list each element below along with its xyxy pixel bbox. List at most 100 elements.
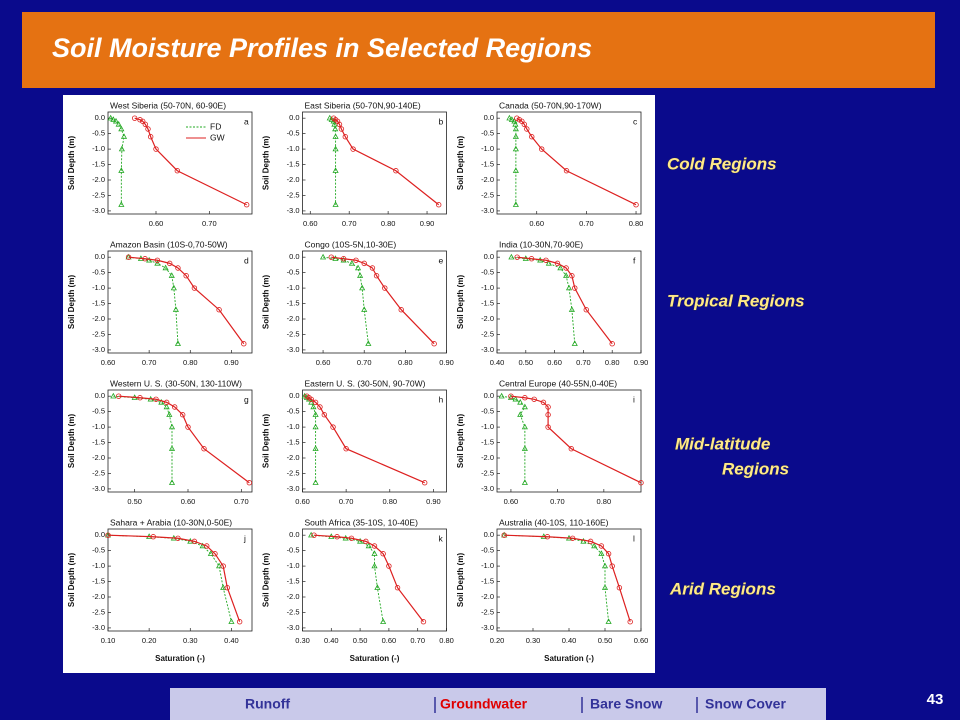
y-axis-label: Soil Depth (m)	[67, 414, 76, 469]
marker	[521, 479, 528, 485]
x-tick-label: 0.80	[398, 358, 413, 367]
y-tick-label: -1.0	[287, 422, 300, 431]
marker	[312, 445, 319, 451]
y-tick-label: -3.0	[92, 345, 105, 354]
y-tick-label: -1.0	[287, 283, 300, 292]
marker	[336, 121, 343, 128]
y-tick-label: -0.5	[92, 268, 105, 277]
y-tick-label: -0.5	[481, 407, 494, 416]
marker	[168, 423, 176, 430]
marker	[380, 551, 386, 557]
marker	[179, 412, 186, 418]
marker	[565, 284, 573, 291]
y-tick-label: -1.0	[481, 422, 494, 431]
y-tick-label: -2.5	[92, 468, 105, 477]
y-tick-label: -2.0	[287, 453, 300, 462]
plot-frame	[107, 250, 253, 354]
panel-title: Australia (40-10S, 110-160E)	[499, 517, 609, 527]
marker	[174, 168, 181, 174]
panel-letter: c	[633, 116, 638, 126]
y-tick-label: 0.0	[484, 530, 494, 539]
marker	[125, 254, 132, 260]
y-tick-label: -3.0	[481, 484, 494, 493]
marker	[334, 534, 340, 540]
marker	[204, 543, 210, 549]
y-tick-label: -1.5	[92, 299, 105, 308]
series-line	[313, 534, 424, 623]
marker	[431, 341, 437, 347]
y-tick-label: 0.0	[484, 252, 494, 261]
panel-letter: k	[439, 533, 444, 543]
panel-letter: h	[439, 394, 444, 404]
series-line	[504, 534, 631, 622]
marker	[601, 562, 609, 569]
y-tick-label: 0.0	[95, 252, 105, 261]
marker	[312, 479, 319, 485]
y-tick-label: 0.0	[289, 391, 299, 400]
panel-letter: b	[439, 116, 444, 126]
y-tick-label: -1.5	[287, 577, 300, 586]
figure-panel	[63, 95, 655, 673]
marker	[301, 392, 308, 399]
panel-title: West Siberia (50-70N, 60-90E)	[110, 100, 226, 110]
series-line	[516, 117, 637, 206]
marker	[380, 618, 387, 624]
y-tick-label: -0.5	[92, 129, 105, 138]
panel-title: India (10-30N,70-90E)	[499, 239, 583, 249]
y-tick-label: -2.0	[481, 592, 494, 601]
y-tick-label: -1.0	[481, 144, 494, 153]
x-tick-label: 0.20	[490, 636, 505, 645]
y-axis-label: Soil Depth (m)	[262, 414, 271, 469]
x-tick-label: 0.50	[353, 636, 368, 645]
nav-bar	[170, 688, 826, 720]
region-label: Cold Regions	[667, 154, 777, 173]
panel-title: Amazon Basin (10S-0,70-50W)	[110, 239, 228, 249]
marker	[312, 423, 319, 430]
y-tick-label: -1.5	[287, 299, 300, 308]
marker	[361, 260, 367, 267]
marker	[317, 404, 323, 410]
marker	[598, 550, 605, 556]
marker	[201, 446, 207, 452]
marker	[308, 398, 315, 405]
y-tick-label: -1.0	[287, 561, 300, 570]
marker	[166, 411, 173, 417]
series-line	[504, 534, 610, 622]
marker	[312, 411, 319, 417]
marker	[521, 403, 528, 410]
marker	[191, 285, 198, 291]
x-tick-label: 0.70	[202, 219, 217, 228]
marker	[154, 259, 161, 266]
panel-title: Central Europe (40-55N,0-40E)	[499, 378, 617, 388]
y-tick-label: -1.5	[287, 160, 300, 169]
x-tick-label: 0.40	[490, 358, 505, 367]
marker	[115, 120, 122, 127]
x-tick-label: 0.90	[224, 358, 239, 367]
x-tick-label: 0.70	[357, 358, 372, 367]
marker	[348, 259, 355, 266]
marker	[506, 114, 513, 121]
marker	[382, 285, 388, 291]
x-tick-label: 0.70	[234, 497, 249, 506]
marker	[228, 618, 235, 624]
panel-letter: a	[244, 116, 249, 126]
y-axis-label: Soil Depth (m)	[262, 275, 271, 330]
marker	[591, 542, 598, 549]
y-tick-label: -1.0	[92, 561, 105, 570]
x-tick-label: 0.80	[605, 358, 620, 367]
panel-letter: d	[244, 255, 249, 265]
legend-label: FD	[210, 121, 221, 131]
region-label: Arid Regions	[669, 579, 776, 598]
marker	[153, 396, 159, 402]
plot-frame	[107, 389, 253, 493]
panel-title: Sahara + Arabia (10-30N,0-50E)	[110, 517, 232, 527]
marker	[330, 424, 336, 430]
x-tick-label: 0.90	[420, 219, 435, 228]
y-tick-label: -1.5	[92, 438, 105, 447]
y-tick-label: -3.0	[287, 623, 300, 632]
y-tick-label: -2.0	[287, 175, 300, 184]
series-line	[107, 534, 241, 622]
marker	[517, 398, 524, 405]
marker	[605, 618, 612, 624]
